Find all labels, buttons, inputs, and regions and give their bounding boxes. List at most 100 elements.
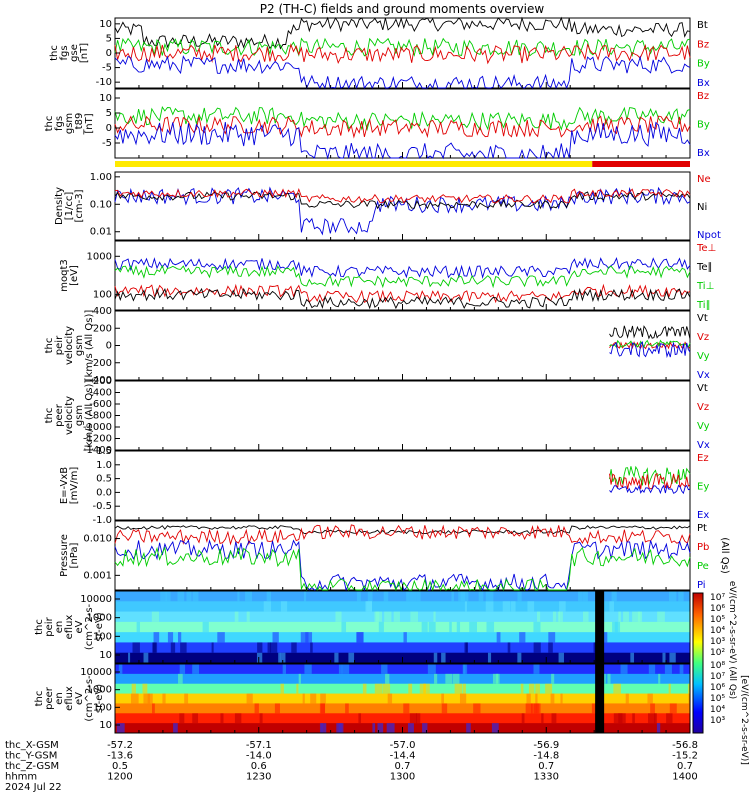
- footer-value: -56.8: [672, 740, 698, 751]
- spec-band: [115, 683, 690, 695]
- spec-band: [115, 693, 690, 705]
- ylabel-line: moqt3: [59, 259, 70, 292]
- ylabel-line: gsm: [74, 405, 85, 426]
- spec-patch: [632, 611, 640, 622]
- spec-patch: [280, 652, 286, 663]
- spec-patch: [362, 683, 367, 694]
- ytick-label: 10: [99, 19, 112, 30]
- footer-value: 0.7: [538, 761, 554, 772]
- legend-Bz: Bz: [697, 39, 709, 50]
- spec-patch: [648, 664, 656, 674]
- spec-patch: [530, 703, 537, 714]
- spec-patch: [267, 642, 272, 653]
- colorbar-tick-lower: 10⁸: [710, 661, 725, 671]
- ytick-label: 100: [93, 290, 112, 301]
- spec-patch: [384, 611, 392, 622]
- ylabel-line: _t89: [74, 113, 85, 136]
- legend-By: By: [697, 120, 710, 131]
- colorbar-tick-upper: 10⁵: [710, 615, 725, 625]
- spec-patch: [582, 611, 589, 622]
- spec-patch: [234, 611, 239, 622]
- footer-value: -14.4: [390, 751, 416, 762]
- series-Ey: [609, 465, 691, 487]
- ytick-label: -1400: [83, 445, 112, 456]
- legend-Ti∥: Ti∥: [696, 300, 711, 311]
- ylabel-line: velocity: [64, 396, 75, 435]
- spec-patch: [517, 652, 522, 663]
- spec-patch: [270, 642, 278, 653]
- mode-bar-fast: [592, 161, 690, 167]
- spec-patch: [263, 601, 272, 612]
- spec-patch: [246, 693, 253, 704]
- series-Ez: [609, 472, 691, 490]
- legend-Vz: Vz: [697, 332, 709, 343]
- spec-patch: [618, 611, 621, 622]
- spec-gap: [595, 664, 605, 733]
- spec-patch: [130, 693, 139, 704]
- spec-patch: [237, 591, 240, 602]
- spec-patch: [254, 703, 259, 714]
- footer-value: -14.0: [246, 751, 272, 762]
- ylabel-line: peir: [44, 616, 55, 636]
- ytick-label: 10: [99, 720, 112, 731]
- legend-Ex: Ex: [697, 510, 709, 521]
- spec-patch: [679, 664, 684, 674]
- ytick-label: 1000: [87, 251, 112, 262]
- ytick-label: 1000: [87, 685, 112, 696]
- ylabel-line: thc: [44, 408, 55, 424]
- spec-patch: [487, 652, 492, 663]
- spec-patch: [520, 683, 524, 694]
- spec-patch: [527, 601, 535, 612]
- ytick-label: 0: [106, 341, 112, 352]
- spec-patch: [296, 683, 299, 694]
- footer-value: -15.2: [672, 751, 698, 762]
- spec-patch: [536, 611, 541, 622]
- ylabel-line: (cm^2-s-: [84, 675, 95, 722]
- ytick-label: 0: [106, 123, 112, 134]
- spec-patch: [557, 611, 560, 622]
- spectrogram-peer-spec: [115, 664, 690, 733]
- spec-patch: [410, 611, 419, 622]
- ytick-label: 1.5: [96, 446, 112, 457]
- series-Ni: [114, 191, 691, 210]
- spec-patch: [662, 652, 666, 663]
- spec-patch: [654, 713, 657, 724]
- spec-patch: [611, 591, 617, 602]
- spec-patch: [179, 713, 185, 724]
- spec-patch: [612, 621, 621, 633]
- spec-patch: [618, 713, 623, 724]
- spec-patch: [409, 591, 417, 602]
- spec-patch: [462, 664, 468, 674]
- spec-patch: [310, 642, 313, 653]
- panel-pressure: 0.010 0.001 Pressure [nPa] Pt Pb Pe Pi (All Qs): [59, 520, 730, 592]
- series-Vy: [609, 339, 691, 349]
- spec-patch: [517, 591, 522, 602]
- footer-value: 0.6: [251, 761, 267, 772]
- spec-band: [115, 591, 690, 603]
- legend-Vt: Vt: [697, 383, 708, 394]
- spec-patch: [502, 601, 511, 612]
- spec-band: [115, 713, 690, 725]
- ylabel-line: [eV]: [69, 265, 80, 286]
- spec-patch: [558, 611, 563, 622]
- spec-patch: [358, 713, 362, 724]
- spec-patch: [374, 611, 380, 622]
- legend-Vt: Vt: [697, 313, 708, 324]
- spec-patch: [535, 683, 540, 694]
- colorbar-unit-upper: eV/(cm^2-s-sr-eV) (All Qs): [727, 581, 737, 699]
- spec-patch: [374, 683, 383, 694]
- spec-patch: [336, 723, 340, 733]
- ylabel-line: Density: [54, 187, 65, 225]
- spec-patch: [607, 673, 611, 684]
- ytick-label: 10000: [80, 667, 112, 678]
- spec-patch: [372, 723, 376, 733]
- spec-patch: [319, 723, 323, 733]
- ylabel-line: fgs: [59, 45, 70, 60]
- spec-patch: [687, 683, 690, 694]
- spec-patch: [382, 683, 391, 694]
- footer-value: 0.5: [112, 761, 128, 772]
- spec-patch: [147, 693, 153, 704]
- spec-patch: [441, 703, 448, 714]
- spec-patch: [356, 591, 361, 602]
